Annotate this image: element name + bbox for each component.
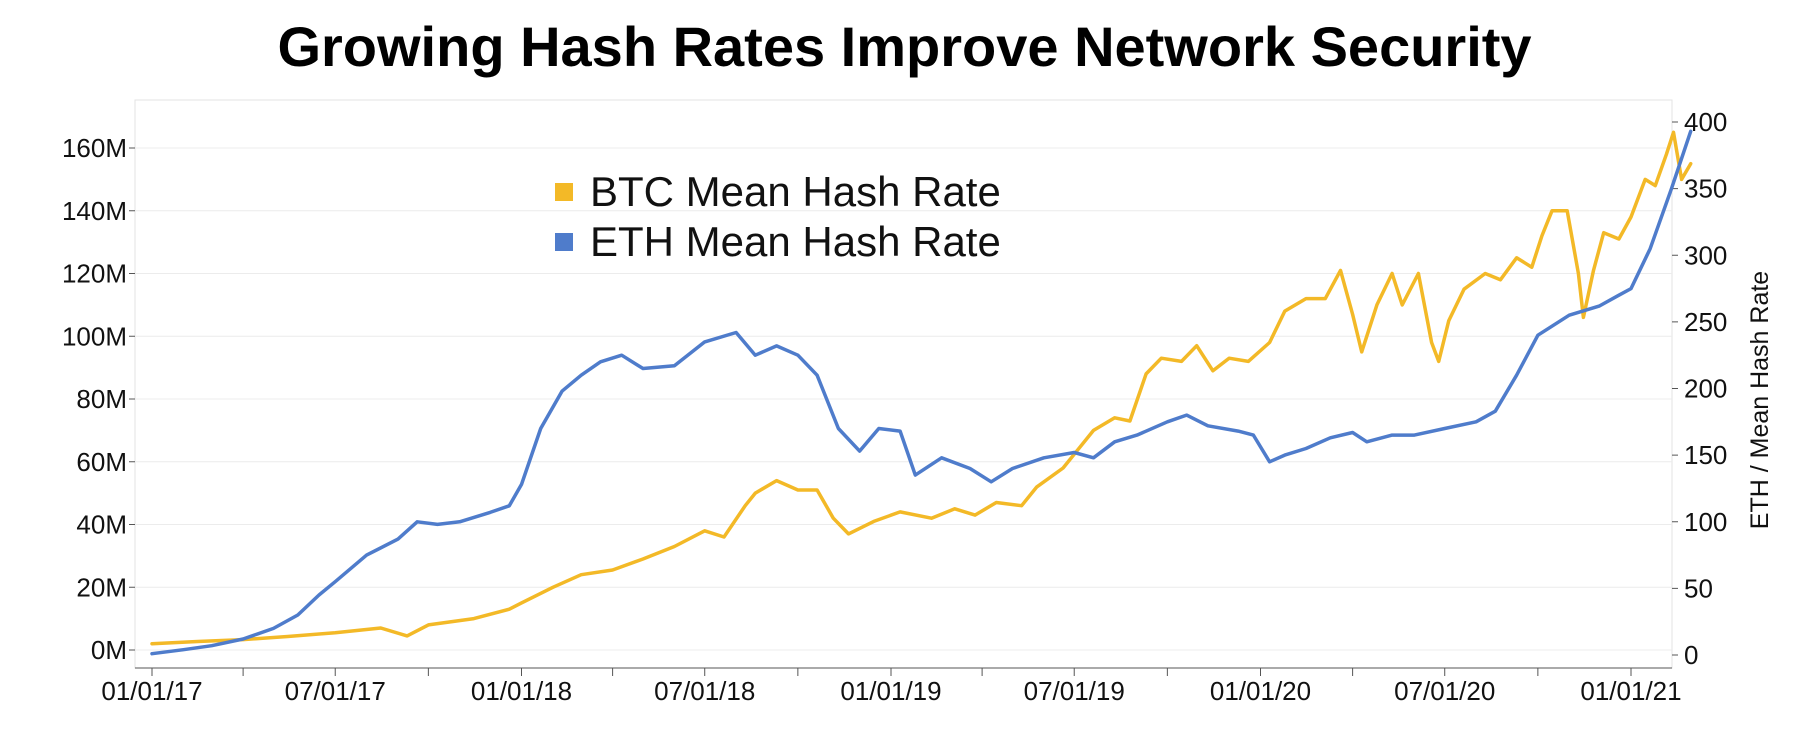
right-axis-title: ETH / Mean Hash Rate	[1746, 271, 1774, 529]
chart-title: Growing Hash Rates Improve Network Secur…	[277, 15, 1532, 78]
axes: 0M 20M 40M 60M 80M 100M 120M 140M 160M 0 50 100 150 2…	[62, 107, 1727, 706]
legend: BTC Mean Hash Rate ETH Mean Hash Rate	[555, 168, 1001, 265]
left-tick-label: 140M	[62, 196, 127, 226]
left-tick-label: 0M	[91, 635, 127, 665]
x-tick-label: 01/01/19	[840, 676, 941, 706]
right-tick-label: 350	[1684, 174, 1727, 204]
x-tick-label: 01/01/21	[1580, 676, 1681, 706]
right-tick-label: 300	[1684, 240, 1727, 270]
left-tick-label: 80M	[76, 384, 127, 414]
series-lines	[150, 129, 1693, 656]
right-tick-label: 250	[1684, 307, 1727, 337]
left-tick-label: 20M	[76, 572, 127, 602]
x-tick-label: 07/01/20	[1394, 676, 1495, 706]
btc-series-line	[150, 130, 1693, 646]
left-tick-label: 100M	[62, 321, 127, 351]
right-tick-label: 150	[1684, 440, 1727, 470]
right-tick-label: 0	[1684, 640, 1698, 670]
right-tick-label: 50	[1684, 573, 1713, 603]
left-tick-label: 160M	[62, 133, 127, 163]
legend-label-btc: BTC Mean Hash Rate	[590, 168, 1001, 215]
x-tick-label: 07/01/17	[285, 676, 386, 706]
legend-label-eth: ETH Mean Hash Rate	[590, 218, 1001, 265]
left-tick-label: 40M	[76, 510, 127, 540]
gridlines	[134, 99, 1673, 669]
right-tick-label: 100	[1684, 507, 1727, 537]
legend-swatch-btc	[555, 183, 573, 201]
right-tick-label: 200	[1684, 374, 1727, 404]
x-tick-label: 01/01/18	[471, 676, 572, 706]
x-tick-label: 01/01/17	[101, 676, 202, 706]
legend-swatch-eth	[555, 233, 573, 251]
x-tick-label: 01/01/20	[1210, 676, 1311, 706]
x-tick-label: 07/01/18	[654, 676, 755, 706]
x-tick-label: 07/01/19	[1024, 676, 1125, 706]
left-tick-label: 60M	[76, 447, 127, 477]
eth-series-line	[150, 129, 1693, 656]
left-tick-label: 120M	[62, 259, 127, 289]
